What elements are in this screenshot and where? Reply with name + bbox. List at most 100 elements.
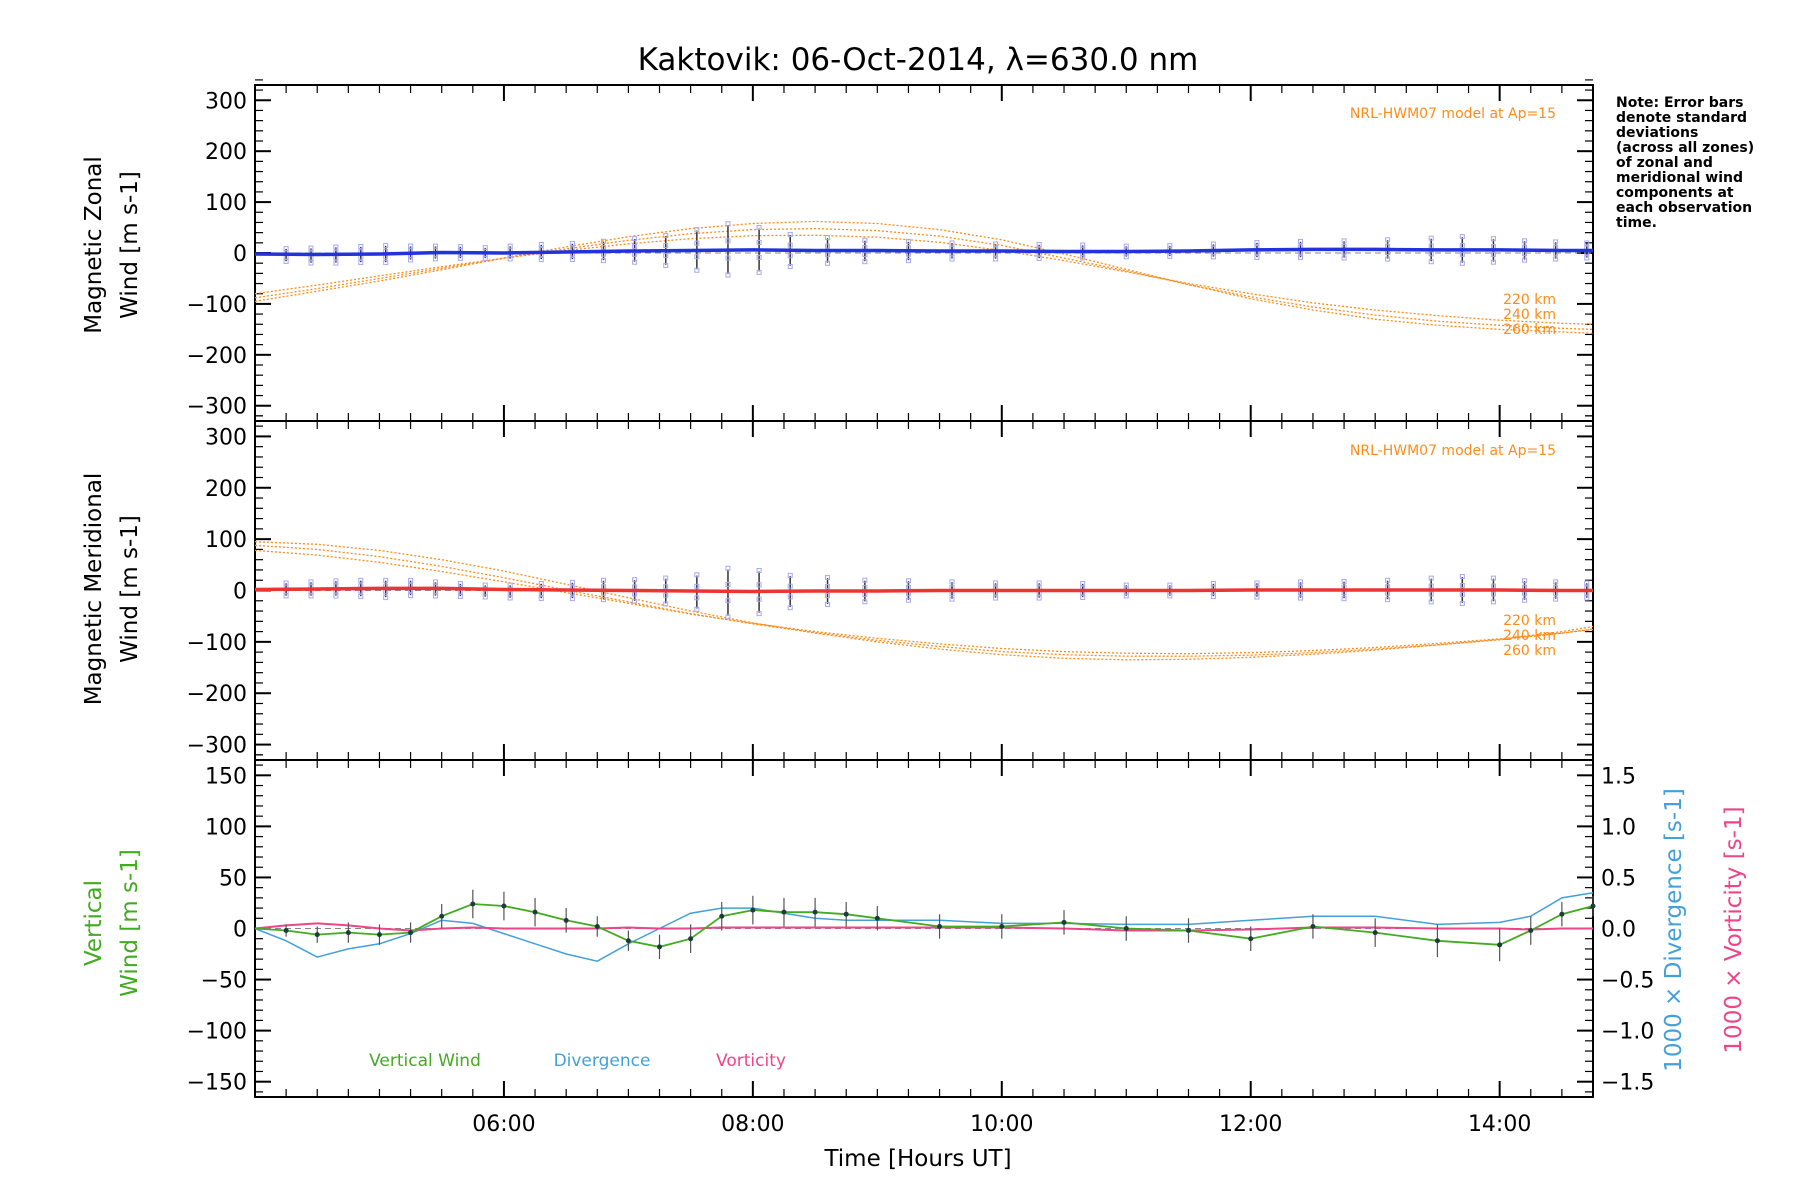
- zone-sample: [601, 597, 607, 603]
- y-tick-label: 100: [205, 815, 247, 840]
- hwm-model-curve: [254, 220, 1594, 335]
- hwm-model-curve: [254, 541, 1594, 661]
- zone-sample: [1428, 591, 1434, 597]
- zone-sample: [632, 598, 638, 604]
- vertical-wind-point: [781, 909, 787, 915]
- hwm-alt-label: 240 km: [1503, 307, 1556, 323]
- zone-sample: [601, 238, 607, 244]
- zone-sample: [538, 241, 544, 247]
- zone-sample: [787, 583, 793, 589]
- divergence-ylabel: 1000 × Divergence [s-1]: [1661, 788, 1687, 1072]
- zone-sample: [383, 242, 389, 248]
- vertical-wind-point: [501, 903, 507, 909]
- zone-sample: [1385, 256, 1391, 262]
- zone-sample: [787, 594, 793, 600]
- zone-sample: [1490, 251, 1496, 257]
- zone-sample: [725, 581, 731, 587]
- y-tick-label: 150: [205, 764, 247, 789]
- zone-sample: [601, 258, 607, 264]
- vertical-wind-point: [719, 913, 725, 919]
- zone-sample: [756, 596, 762, 602]
- zone-sample: [1298, 595, 1304, 601]
- zone-sample: [1123, 243, 1129, 249]
- zone-sample: [1428, 575, 1434, 581]
- zone-sample: [1490, 236, 1496, 242]
- x-tick-label: 06:00: [472, 1112, 535, 1137]
- vertical-wind-point: [1434, 938, 1440, 944]
- vertical-wind-point: [1372, 930, 1378, 936]
- vertical-wind-point: [314, 932, 320, 938]
- zone-sample: [358, 260, 364, 266]
- vertical-wind-point: [563, 917, 569, 923]
- zone-sample: [993, 241, 999, 247]
- zone-sample: [1522, 238, 1528, 244]
- zonal-ylabel-line1: Magnetic Zonal: [81, 156, 107, 334]
- zone-sample: [825, 235, 831, 241]
- zone-sample: [1385, 237, 1391, 243]
- zone-sample: [787, 231, 793, 237]
- zone-sample: [825, 243, 831, 249]
- zone-sample: [408, 257, 414, 263]
- vertical-wind-point: [1528, 928, 1534, 934]
- zone-sample: [1459, 251, 1465, 257]
- vertical-wind-point: [1123, 926, 1129, 931]
- vertical-wind-point: [1310, 923, 1316, 929]
- y-tick-label: −100: [187, 1020, 247, 1045]
- hwm-alt-label: 220 km: [1503, 613, 1556, 629]
- zone-sample: [1254, 239, 1260, 245]
- zone-sample: [725, 614, 731, 620]
- zone-sample: [1428, 235, 1434, 241]
- zone-sample: [283, 246, 289, 252]
- zone-sample: [538, 596, 544, 602]
- zone-sample: [1385, 577, 1391, 583]
- zone-sample: [1584, 240, 1590, 246]
- y-tick-label: −200: [187, 344, 247, 369]
- zone-sample: [1553, 256, 1559, 262]
- zone-sample: [538, 256, 544, 262]
- vertical-wind-point: [1185, 928, 1191, 934]
- legend-vertical-wind: Vertical Wind: [369, 1051, 481, 1071]
- vertical-wind-point: [1061, 919, 1067, 925]
- note-line: each observation: [1616, 200, 1752, 216]
- zone-sample: [825, 601, 831, 607]
- note-line: denote standard: [1616, 110, 1747, 126]
- y-tick-label: 200: [205, 140, 247, 165]
- zone-sample: [1490, 259, 1496, 265]
- x-tick-label: 08:00: [721, 1112, 784, 1137]
- zone-sample: [601, 577, 607, 583]
- zone-sample: [725, 598, 731, 604]
- zone-sample: [383, 260, 389, 266]
- zone-sample: [862, 237, 868, 243]
- zone-sample: [725, 255, 731, 261]
- zone-sample: [432, 579, 438, 585]
- vertical-ylabel-line2: Wind [m s-1]: [117, 849, 143, 997]
- meridional-ylabel-line2: Wind [m s-1]: [117, 515, 143, 663]
- zone-sample: [1167, 582, 1173, 588]
- x-tick-label: 10:00: [970, 1112, 1033, 1137]
- y-tick-label: 300: [205, 89, 247, 114]
- zone-sample: [1341, 238, 1347, 244]
- zone-sample: [632, 259, 638, 265]
- zone-sample: [1553, 239, 1559, 245]
- hwm-label-meridional: NRL-HWM07 model at Ap=15: [1350, 443, 1556, 459]
- zone-sample: [308, 579, 314, 585]
- x-axis-label: Time [Hours UT]: [823, 1146, 1011, 1172]
- vertical-wind-point: [657, 944, 663, 950]
- hwm-model-curve: [254, 227, 1594, 331]
- hwm-model-curve: [254, 549, 1594, 655]
- zone-sample: [825, 584, 831, 590]
- zone-sample: [1210, 241, 1216, 247]
- zone-sample: [1123, 582, 1129, 588]
- vorticity-ylabel: 1000 × Vorticity [s-1]: [1721, 806, 1747, 1053]
- y-tick-label: 50: [219, 866, 247, 891]
- vertical-wind-point: [1590, 903, 1596, 909]
- vertical-wind-point: [843, 911, 849, 917]
- zone-sample: [949, 596, 955, 602]
- zone-sample: [569, 579, 575, 585]
- zone-sample: [993, 580, 999, 586]
- zone-sample: [725, 272, 731, 278]
- zone-sample: [1522, 257, 1528, 263]
- zone-sample: [949, 240, 955, 246]
- zone-sample: [725, 565, 731, 571]
- zone-sample: [993, 256, 999, 262]
